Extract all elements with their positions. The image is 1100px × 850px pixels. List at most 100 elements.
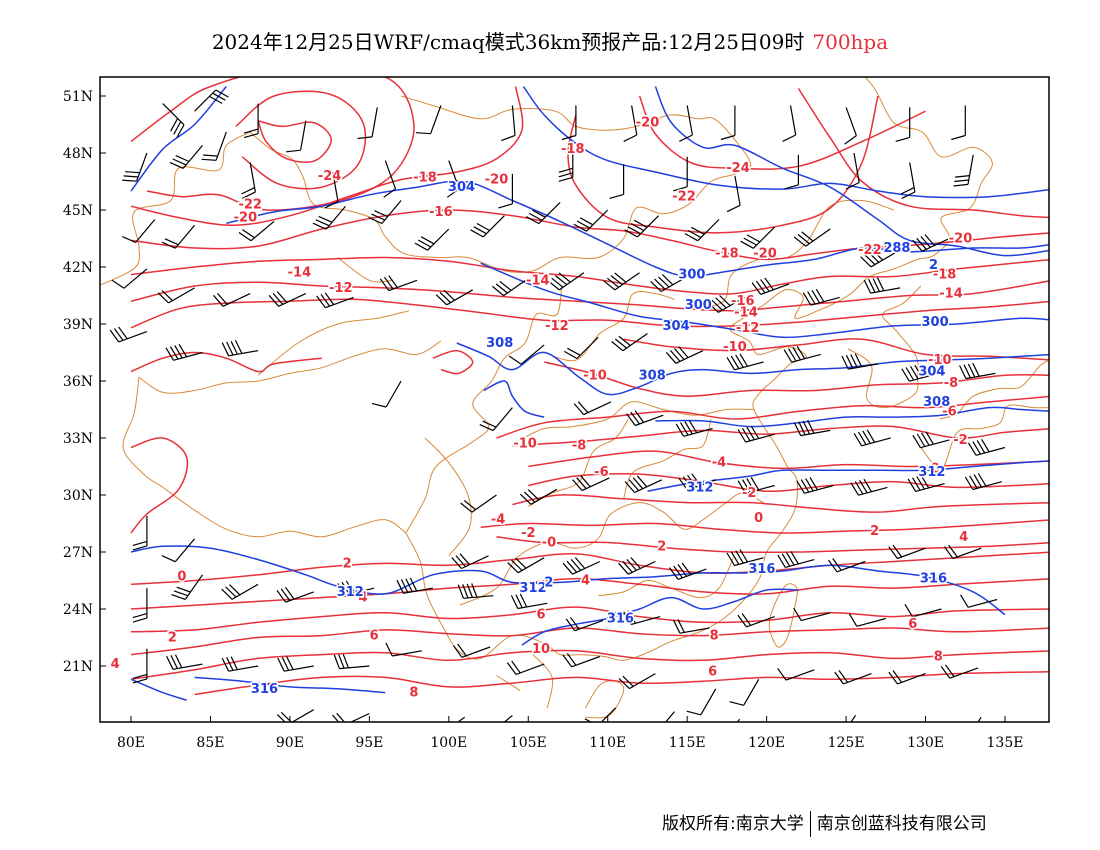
wind-barb [111,268,148,289]
wind-barb [316,292,354,309]
wind-barb [276,586,314,603]
border-line [405,285,563,534]
wind-barb [777,667,815,681]
wind-barb [332,712,370,722]
border-line [337,257,394,283]
wind-barb [844,107,857,145]
height-label: 312 [519,581,546,596]
temperature-contour [130,577,1049,610]
wind-barb [457,583,494,599]
temperature-contour [235,90,367,190]
wind-barb [665,346,704,364]
wind-barb [564,336,599,360]
height-label: 2 [929,258,938,273]
wind-barb [169,145,203,169]
lat-tick-label: 27N [63,545,93,561]
wind-barb [572,475,610,492]
temperature-contour [512,494,1049,513]
wind-barb [664,711,675,722]
wind-barb [479,407,513,432]
wind-barb [519,488,558,505]
height-contour [130,86,227,192]
lon-tick-label: 95E [355,735,383,751]
wind-barb [368,200,402,225]
temperature-contour [496,536,1049,554]
wind-barb [672,619,710,634]
temperature-label: -18 [715,247,739,262]
height-contour [654,86,1049,257]
temperature-label: -14 [288,266,312,281]
wind-barbs [109,89,1006,722]
height-label: 312 [686,480,713,495]
lon-tick-label: 85E [196,735,224,751]
lon-tick-label: 110E [589,735,626,751]
border-line [257,310,410,376]
height-label: 304 [663,319,690,334]
wind-barb [726,353,764,371]
wind-barb [561,105,577,141]
height-contour [522,86,1049,199]
temperature-label: -8 [572,439,586,454]
temperature-label: 4 [111,657,120,672]
wind-barb [793,419,831,437]
temperature-label: -2 [742,486,756,501]
wind-barb [834,670,872,685]
height-label: 316 [607,612,634,627]
height-contour [194,676,386,694]
axis-ticks [100,95,1006,722]
temperature-label: -14 [939,287,963,302]
wind-barb [268,291,307,307]
wind-barb [912,431,950,449]
copyright-footer: 版权所有:南京大学 南京创蓝科技有限公司 [662,809,987,837]
wind-barb [492,277,529,297]
height-label: 308 [639,368,666,383]
wind-barb [132,648,148,684]
wind-barb [161,224,196,249]
wind-barb [737,425,775,443]
temperature-label: 8 [710,629,719,644]
wind-barb [241,162,256,199]
wind-barb [379,275,418,292]
temperature-contour [194,671,1049,696]
wind-barb [686,688,717,716]
temperature-label: -16 [731,294,755,309]
wind-barb [669,562,707,580]
lat-tick-label: 30N [63,488,93,504]
wind-barb [565,616,604,632]
wind-barb [959,362,996,380]
temperature-contour [432,349,474,375]
temperature-label: -12 [545,319,569,334]
wind-barb [707,295,745,313]
lon-tick-label: 100E [430,735,467,751]
title-main: 2024年12月25日WRF/cmaq模式36km预报产品:12月25日09时 [211,30,805,54]
border-lines [100,77,1049,719]
height-label: 312 [918,465,945,480]
temperature-label: -18 [933,268,957,283]
temperature-label: -20 [485,173,509,188]
border-line [920,404,1049,469]
temperature-label: -2 [521,526,535,541]
wind-barb [312,205,346,230]
wind-barb [888,670,926,685]
temperature-label: -22 [672,190,696,205]
height-label: 300 [922,315,949,330]
map-frame [99,76,1050,723]
wind-barb [221,583,259,600]
wind-barb [796,476,834,494]
height-contour [480,262,1049,339]
wind-barb [726,175,741,213]
height-label: 2 [544,575,553,590]
wind-barb [943,544,982,560]
wind-barb [132,588,148,623]
height-contours [130,86,1049,701]
lat-tick-label: 21N [63,659,93,675]
wind-barb [383,160,397,198]
temperature-label: 0 [931,461,940,476]
wind-barb [435,289,473,306]
temperature-label: -20 [753,247,777,262]
wind-barb [626,410,664,427]
height-contour [483,380,545,418]
wind-barb [863,277,901,294]
wind-barb [470,215,505,238]
